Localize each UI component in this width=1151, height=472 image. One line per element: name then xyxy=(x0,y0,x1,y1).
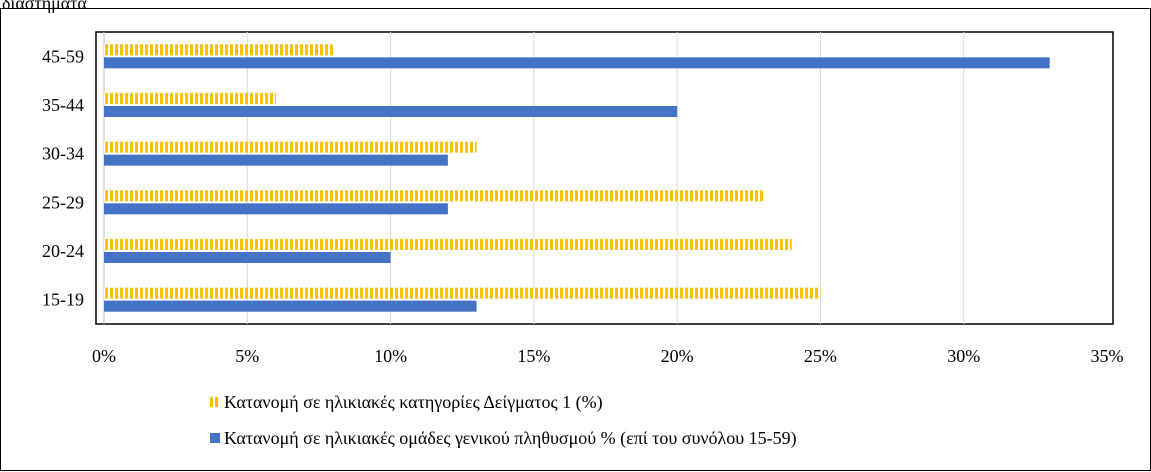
x-tick-label: 5% xyxy=(235,346,259,366)
plot-area xyxy=(95,31,1114,325)
x-tick-labels: 0% 5% 10% 15% 20% 25% 30% 35% xyxy=(92,346,1124,366)
category-label: 25-29 xyxy=(42,192,84,212)
x-tick-label: 25% xyxy=(804,346,837,366)
category-label: 35-44 xyxy=(42,95,84,115)
legend-swatch-sample1 xyxy=(210,397,220,407)
legend-label-sample1: Κατανομή σε ηλικιακές κατηγορίες Δείγματ… xyxy=(224,392,603,413)
bar-sample1-35-44 xyxy=(104,93,276,104)
category-label: 15-19 xyxy=(42,290,84,310)
bar-population-30-34 xyxy=(104,154,448,166)
x-tick-label: 0% xyxy=(92,346,116,366)
category-label: 20-24 xyxy=(42,241,84,261)
x-tick-label: 30% xyxy=(947,346,980,366)
x-tick-label: 35% xyxy=(1091,346,1124,366)
category-label: 30-34 xyxy=(42,144,84,164)
bar-sample1-25-29 xyxy=(104,190,764,202)
legend: Κατανομή σε ηλικιακές κατηγορίες Δείγματ… xyxy=(210,392,797,449)
bars xyxy=(104,44,1050,312)
bar-sample1-45-59 xyxy=(104,44,334,56)
x-tick-label: 15% xyxy=(517,346,550,366)
bar-population-35-44 xyxy=(104,106,678,117)
bar-population-45-59 xyxy=(104,57,1050,69)
bar-population-25-29 xyxy=(104,203,448,215)
bar-sample1-15-19 xyxy=(104,287,821,299)
bar-sample1-20-24 xyxy=(104,239,792,250)
bar-population-20-24 xyxy=(104,252,391,263)
legend-swatch-population xyxy=(210,433,220,443)
header-fragment: διαστήματα xyxy=(2,0,87,13)
x-tick-label: 20% xyxy=(661,346,694,366)
bar-population-15-19 xyxy=(104,300,477,312)
legend-label-population: Κατανομή σε ηλικιακές ομάδες γενικού πλη… xyxy=(224,428,797,449)
category-label: 45-59 xyxy=(42,46,84,66)
x-tick-label: 10% xyxy=(374,346,407,366)
gridlines xyxy=(103,32,965,324)
bar-sample1-30-34 xyxy=(104,141,477,153)
category-labels: 15-19 20-24 25-29 30-34 35-44 45-59 xyxy=(42,46,84,309)
